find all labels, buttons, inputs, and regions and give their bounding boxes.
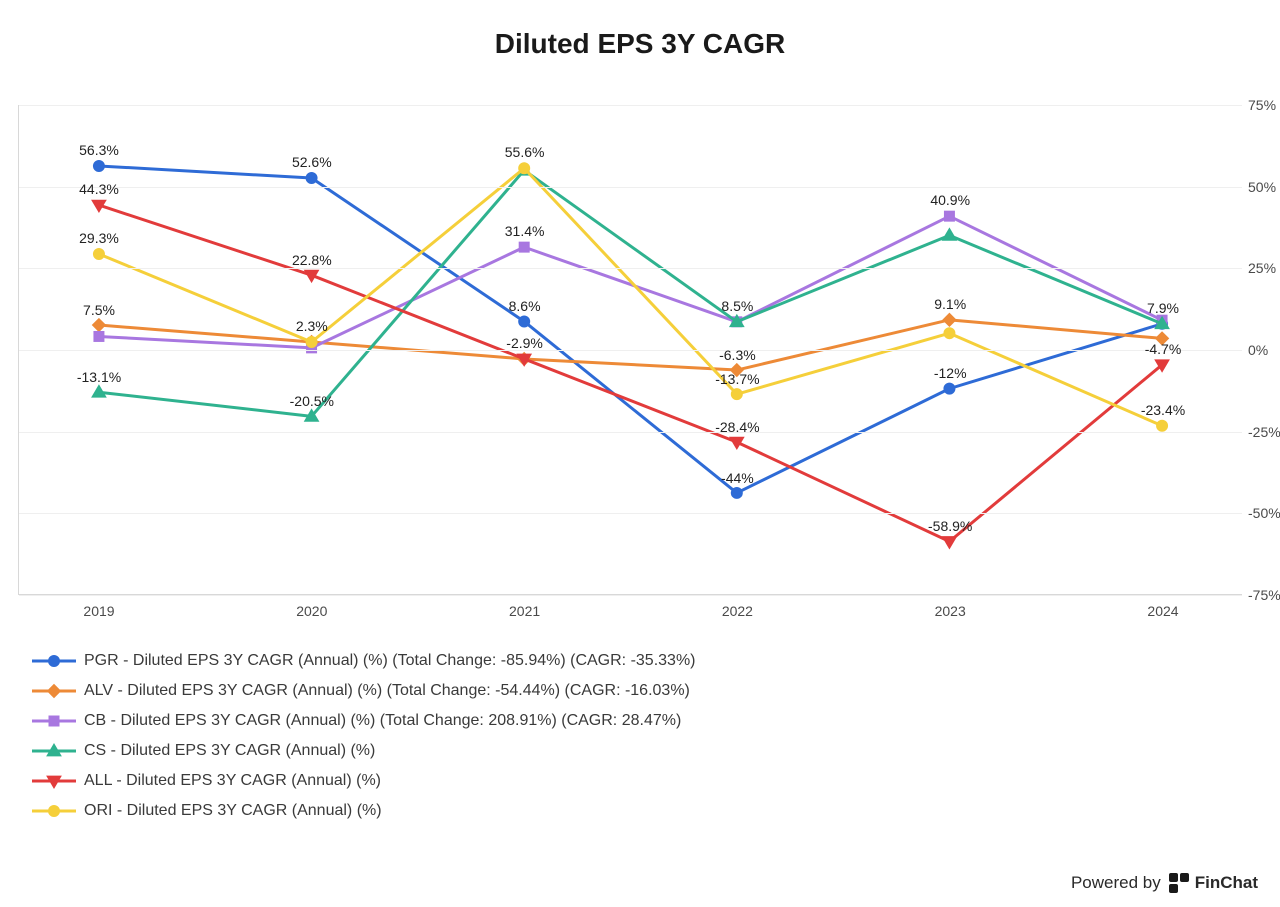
series-marker-cb (94, 331, 104, 341)
data-label: -13.7% (715, 371, 759, 387)
legend-label: PGR - Diluted EPS 3Y CAGR (Annual) (%) (… (84, 652, 696, 670)
x-tick-label: 2019 (83, 603, 114, 619)
data-label: -2.9% (506, 335, 543, 351)
data-label: 8.6% (509, 298, 541, 314)
x-tick-label: 2021 (509, 603, 540, 619)
series-marker-alv (943, 313, 956, 326)
legend-item-cs[interactable]: CS - Diluted EPS 3Y CAGR (Annual) (%) (32, 736, 696, 766)
legend-label: CB - Diluted EPS 3Y CAGR (Annual) (%) (T… (84, 712, 681, 730)
series-marker-ori (1157, 420, 1168, 431)
series-line-ori (99, 168, 1162, 426)
legend-marker-icon (32, 711, 76, 731)
finchat-logo: FinChat (1169, 873, 1258, 893)
finchat-logo-icon (1169, 873, 1189, 893)
data-label: 8.5% (721, 298, 753, 314)
series-marker-ori (93, 248, 104, 259)
data-label: -12% (934, 365, 967, 381)
legend-label: CS - Diluted EPS 3Y CAGR (Annual) (%) (84, 742, 375, 760)
attribution-prefix: Powered by (1071, 873, 1161, 893)
chart-title: Diluted EPS 3Y CAGR (0, 0, 1280, 60)
gridline (19, 513, 1242, 514)
data-label: 31.4% (505, 223, 545, 239)
legend-marker-icon (32, 801, 76, 821)
y-tick-label: -25% (1248, 424, 1280, 440)
data-label: 2.3% (296, 318, 328, 334)
data-label: -6.3% (719, 347, 756, 363)
series-marker-ori (306, 337, 317, 348)
legend-marker-icon (32, 651, 76, 671)
chart-plot-area: -75%-50%-25%0%25%50%75%20192020202120222… (18, 105, 1242, 595)
series-marker-alv (92, 319, 105, 332)
y-tick-label: -75% (1248, 587, 1280, 603)
series-marker-pgr (519, 316, 530, 327)
legend-label: ALV - Diluted EPS 3Y CAGR (Annual) (%) (… (84, 682, 690, 700)
gridline (19, 268, 1242, 269)
data-label: 22.8% (292, 252, 332, 268)
chart-legend: PGR - Diluted EPS 3Y CAGR (Annual) (%) (… (32, 646, 696, 826)
gridline (19, 432, 1242, 433)
legend-item-ori[interactable]: ORI - Diluted EPS 3Y CAGR (Annual) (%) (32, 796, 696, 826)
legend-marker-icon (32, 771, 76, 791)
data-label: 9.1% (934, 296, 966, 312)
series-marker-cs (92, 385, 106, 397)
gridline (19, 350, 1242, 351)
legend-item-cb[interactable]: CB - Diluted EPS 3Y CAGR (Annual) (%) (T… (32, 706, 696, 736)
series-marker-pgr (93, 160, 104, 171)
gridline (19, 187, 1242, 188)
series-marker-all (942, 537, 956, 549)
data-label: -20.5% (290, 393, 334, 409)
x-tick-label: 2020 (296, 603, 327, 619)
y-tick-label: 50% (1248, 179, 1280, 195)
legend-item-alv[interactable]: ALV - Diluted EPS 3Y CAGR (Annual) (%) (… (32, 676, 696, 706)
y-tick-label: -50% (1248, 505, 1280, 521)
data-label: -13.1% (77, 369, 121, 385)
x-tick-label: 2024 (1147, 603, 1178, 619)
x-tick-label: 2022 (722, 603, 753, 619)
y-tick-label: 0% (1248, 342, 1280, 358)
series-marker-pgr (306, 173, 317, 184)
legend-label: ORI - Diluted EPS 3Y CAGR (Annual) (%) (84, 802, 382, 820)
series-marker-cb (944, 211, 954, 221)
y-tick-label: 25% (1248, 260, 1280, 276)
finchat-brand-text: FinChat (1195, 873, 1258, 893)
data-label: 7.9% (1147, 300, 1179, 316)
data-label: 29.3% (79, 230, 119, 246)
data-label: 56.3% (79, 142, 119, 158)
data-label: 55.6% (505, 144, 545, 160)
series-marker-pgr (731, 487, 742, 498)
attribution: Powered by FinChat (1071, 873, 1258, 893)
legend-item-pgr[interactable]: PGR - Diluted EPS 3Y CAGR (Annual) (%) (… (32, 646, 696, 676)
series-line-cs (99, 170, 1162, 416)
data-label: -4.7% (1145, 341, 1182, 357)
data-label: 40.9% (930, 192, 970, 208)
x-tick-label: 2023 (935, 603, 966, 619)
series-marker-ori (519, 163, 530, 174)
series-line-pgr (99, 166, 1162, 493)
data-label: -28.4% (715, 419, 759, 435)
series-marker-ori (944, 328, 955, 339)
legend-marker-icon (32, 741, 76, 761)
gridline (19, 595, 1242, 596)
data-label: 52.6% (292, 154, 332, 170)
data-label: 44.3% (79, 181, 119, 197)
gridline (19, 105, 1242, 106)
legend-marker-icon (32, 681, 76, 701)
series-marker-cb (519, 242, 529, 252)
legend-label: ALL - Diluted EPS 3Y CAGR (Annual) (%) (84, 772, 381, 790)
data-label: -23.4% (1141, 402, 1185, 418)
data-label: 7.5% (83, 302, 115, 318)
series-marker-cs (942, 228, 956, 240)
series-marker-pgr (944, 383, 955, 394)
y-tick-label: 75% (1248, 97, 1280, 113)
data-label: -44% (721, 470, 754, 486)
data-label: -58.9% (928, 518, 972, 534)
legend-item-all[interactable]: ALL - Diluted EPS 3Y CAGR (Annual) (%) (32, 766, 696, 796)
series-marker-ori (731, 389, 742, 400)
